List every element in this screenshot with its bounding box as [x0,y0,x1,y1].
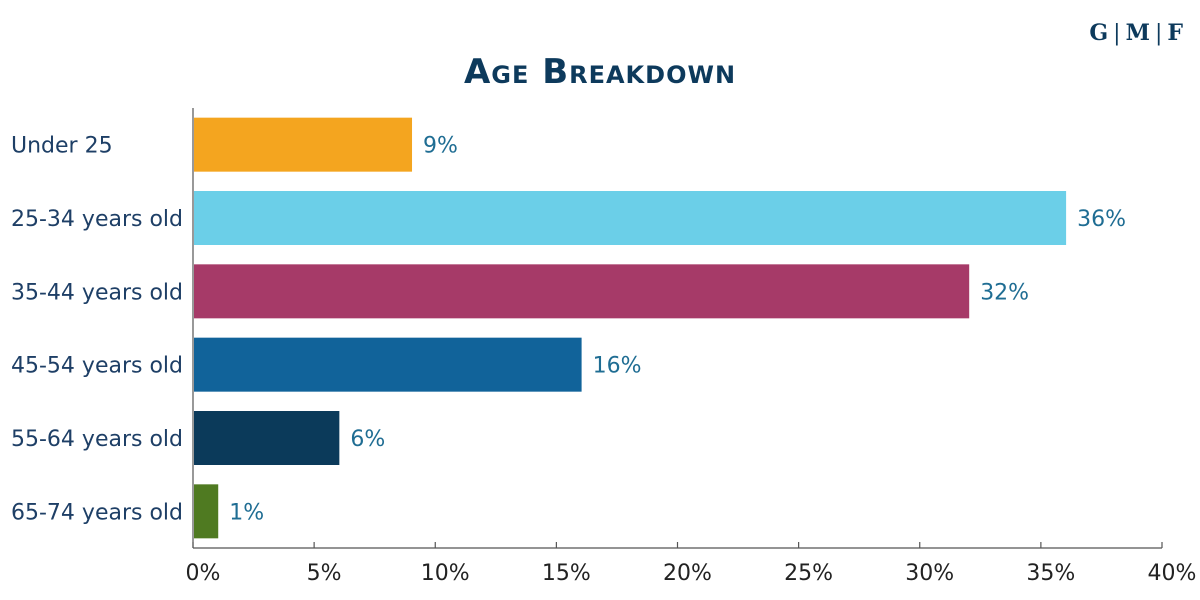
logo-letter-f: F [1167,20,1184,46]
x-tick-label: 30% [905,561,954,586]
bar [194,484,219,539]
x-tick-label: 0% [186,561,221,586]
category-label: 25-34 years old [11,207,183,232]
logo-letter-g: G [1089,20,1110,46]
x-tick-label: 5% [307,561,342,586]
value-label: 32% [980,280,1029,305]
value-label: 16% [593,354,642,379]
bar [194,337,582,392]
x-tick-label: 25% [784,561,833,586]
category-label: 45-54 years old [11,354,183,379]
category-label: 65-74 years old [11,500,183,525]
x-tick-label: 10% [421,561,470,586]
x-tick-label: 15% [542,561,591,586]
value-label: 6% [350,427,385,452]
category-label: Under 25 [11,134,113,159]
logo-separator: | [1113,21,1122,46]
bar [194,117,413,172]
bar [194,264,970,319]
category-label: 35-44 years old [11,280,183,305]
x-tick-label: 40% [1148,561,1197,586]
x-tick-label: 20% [663,561,712,586]
value-label: 36% [1077,207,1126,232]
x-tick-label: 35% [1026,561,1075,586]
value-label: 1% [229,500,264,525]
bar [194,411,340,465]
value-label: 9% [423,134,458,159]
logo-separator: | [1154,21,1164,46]
chart-title: Age Breakdown [463,52,737,92]
logo: G | M | F [1089,20,1184,46]
category-label: 55-64 years old [11,427,183,452]
logo-letter-m: M [1125,20,1151,46]
bar [194,191,1067,245]
